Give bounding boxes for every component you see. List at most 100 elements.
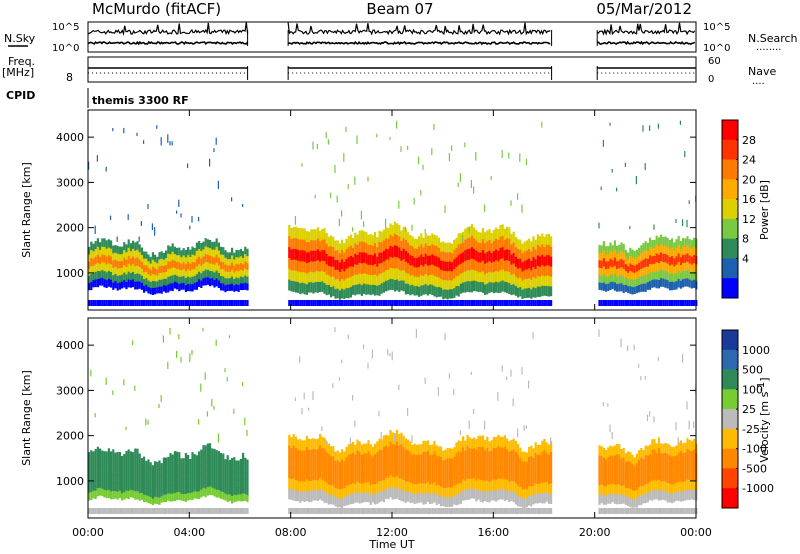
echo-cell xyxy=(110,467,113,476)
echo-cell xyxy=(158,272,161,280)
echo-cell xyxy=(116,253,119,262)
echo-cell xyxy=(352,284,355,295)
speckle-cell xyxy=(433,124,435,130)
echo-cell xyxy=(468,280,471,293)
echo-cell xyxy=(470,468,473,479)
echo-cell xyxy=(118,253,121,262)
echo-cell xyxy=(343,460,346,470)
echo-cell xyxy=(151,478,154,486)
echo-cell xyxy=(442,496,445,506)
echo-cell xyxy=(239,269,242,277)
ground-scatter-cell xyxy=(189,508,192,514)
echo-cell xyxy=(653,271,656,280)
echo-cell xyxy=(217,257,220,266)
echo-cell xyxy=(607,465,610,476)
speckle-cell xyxy=(424,377,426,384)
echo-cell xyxy=(684,480,687,491)
echo-cell xyxy=(385,466,388,478)
echo-cell xyxy=(411,483,414,494)
ground-scatter-cell xyxy=(140,300,143,306)
echo-cell xyxy=(125,259,128,268)
ground-scatter-cell xyxy=(118,508,121,514)
echo-cell xyxy=(418,453,421,465)
echo-cell xyxy=(690,240,693,249)
speckle-cell xyxy=(528,380,530,389)
echo-cell xyxy=(528,258,531,269)
echo-cell xyxy=(211,249,214,257)
echo-cell xyxy=(464,489,467,501)
echo-cell xyxy=(602,241,605,250)
ground-scatter-cell xyxy=(393,300,396,306)
echo-cell xyxy=(448,448,451,459)
echo-cell xyxy=(550,276,553,287)
echo-cell xyxy=(638,486,641,497)
echo-cell xyxy=(442,279,445,290)
echo-cell xyxy=(378,252,381,264)
echo-cell xyxy=(431,444,434,455)
echo-cell xyxy=(101,488,104,497)
echo-cell xyxy=(176,475,179,485)
echo-cell xyxy=(147,260,150,268)
echo-cell xyxy=(101,269,104,278)
echo-cell xyxy=(105,271,108,281)
speckle-cell xyxy=(338,377,340,381)
speckle-cell xyxy=(160,395,162,403)
echo-cell xyxy=(374,232,377,243)
echo-cell xyxy=(367,234,370,246)
ground-scatter-cell xyxy=(391,508,394,514)
echo-cell xyxy=(173,459,176,469)
echo-cell xyxy=(345,466,348,477)
echo-cell xyxy=(477,436,480,447)
echo-cell xyxy=(204,269,207,278)
echo-cell xyxy=(543,236,546,248)
ground-scatter-cell xyxy=(530,508,533,514)
echo-cell xyxy=(539,266,542,277)
echo-cell xyxy=(671,493,674,504)
echo-cell xyxy=(200,481,203,490)
echo-cell xyxy=(182,472,185,480)
echo-cell xyxy=(173,492,176,502)
speckle-cell xyxy=(228,335,230,339)
x-tick-label: 16:00 xyxy=(477,526,509,539)
echo-cell xyxy=(189,459,192,467)
echo-cell xyxy=(616,473,619,485)
echo-cell xyxy=(380,480,383,491)
echo-cell xyxy=(459,243,462,254)
echo-cell xyxy=(176,459,179,469)
echo-cell xyxy=(239,262,242,270)
echo-cell xyxy=(525,268,528,279)
echo-cell xyxy=(666,263,669,272)
echo-cell xyxy=(468,237,471,249)
echo-cell xyxy=(239,493,242,502)
echo-cell xyxy=(363,443,366,454)
echo-cell xyxy=(330,494,333,505)
echo-cell xyxy=(620,242,623,251)
speckle-cell xyxy=(686,401,688,410)
echo-cell xyxy=(360,230,363,242)
echo-cell xyxy=(215,278,218,287)
echo-cell xyxy=(334,240,337,251)
speckle-cell xyxy=(332,383,334,389)
echo-cell xyxy=(316,479,319,491)
ground-scatter-cell xyxy=(319,508,322,514)
echo-cell xyxy=(228,271,231,279)
echo-cell xyxy=(176,268,179,276)
echo-cell xyxy=(420,482,423,493)
echo-cell xyxy=(378,470,381,482)
echo-cell xyxy=(220,483,223,492)
ground-scatter-cell xyxy=(94,300,97,306)
echo-cell xyxy=(358,251,361,263)
echo-cell xyxy=(464,460,467,471)
echo-cell xyxy=(627,285,630,293)
echo-cell xyxy=(160,469,163,477)
echo-cell xyxy=(169,268,172,277)
echo-cell xyxy=(391,268,394,280)
echo-cell xyxy=(380,262,383,274)
echo-cell xyxy=(319,466,322,478)
echo-cell xyxy=(347,454,350,465)
echo-cell xyxy=(200,280,203,288)
echo-cell xyxy=(134,265,137,274)
echo-cell xyxy=(622,260,625,269)
echo-cell xyxy=(385,487,388,499)
echo-cell xyxy=(457,233,460,245)
